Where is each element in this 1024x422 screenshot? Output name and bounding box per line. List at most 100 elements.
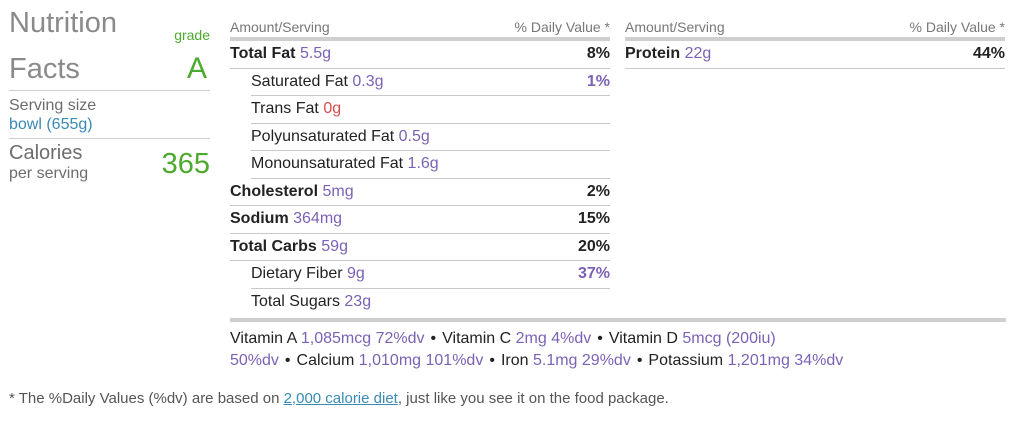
- column-header: Amount/Serving % Daily Value *: [625, 0, 1005, 37]
- vitamin-name: Potassium: [648, 352, 724, 369]
- calories-row: Calories per serving 365: [9, 142, 210, 183]
- nutrient-row: Saturated Fat 0.3g 1%: [251, 69, 610, 96]
- daily-value: 44%: [972, 45, 1005, 63]
- daily-value: 15%: [577, 210, 610, 228]
- nutrient-row: Dietary Fiber 9g 37%: [251, 261, 610, 289]
- amount-header: Amount/Serving: [230, 19, 330, 35]
- vitamin-name: Vitamin A: [230, 330, 297, 347]
- serving-size-value: bowl (655g): [9, 116, 93, 133]
- separator: •: [489, 352, 495, 369]
- vitamin-amount: 2mg: [515, 330, 547, 347]
- nutrient-cell: Trans Fat 0g: [251, 100, 341, 118]
- nutrient-row: Total Sugars 23g: [251, 289, 610, 317]
- vitamin-dv: 29%dv: [581, 352, 631, 369]
- nutrient-name: Sodium: [230, 210, 289, 228]
- nutrient-amount: 22g: [684, 45, 712, 63]
- vitamin-item: Calcium 1,010mg 101%dv: [297, 352, 484, 369]
- nutrient-cell: Total Fat 5.5g: [230, 45, 331, 63]
- nutrient-row: Total Fat 5.5g 8%: [230, 41, 610, 69]
- nutrient-name: Polyunsaturated Fat: [251, 127, 395, 145]
- vitamin-amount: 5mcg (200iu): [682, 330, 776, 347]
- nutrient-amount: 364mg: [293, 210, 343, 228]
- vitamin-amount: 1,201mg: [727, 352, 790, 369]
- nutrient-amount: 9g: [347, 265, 365, 283]
- separator: •: [430, 330, 437, 347]
- nutrient-name: Total Carbs: [230, 237, 317, 255]
- calories-value: 365: [161, 148, 210, 180]
- nutrient-name: Total Sugars: [251, 293, 340, 311]
- nutrient-amount: 59g: [321, 237, 348, 255]
- nutrient-amount: 0.3g: [352, 72, 384, 90]
- nutrient-list: Protein 22g 44%: [625, 41, 1005, 69]
- calorie-diet-link[interactable]: 2,000 calorie diet: [283, 390, 398, 407]
- amount-header: Amount/Serving: [625, 19, 725, 35]
- vitamin-item: Potassium 1,201mg 34%dv: [648, 352, 843, 369]
- nutrient-amount: 0g: [323, 100, 342, 118]
- calories-sub-label: per serving: [9, 165, 89, 182]
- nutrient-name: Total Fat: [230, 45, 296, 63]
- daily-value: 2%: [586, 182, 610, 200]
- nutrient-row: Monounsaturated Fat 1.6g: [251, 151, 610, 179]
- nutrient-cell: Polyunsaturated Fat 0.5g: [251, 128, 430, 146]
- vitamin-amount: 1,010mg: [358, 352, 422, 369]
- nutrient-row: Sodium 364mg 15%: [230, 206, 610, 234]
- page-title: Nutrition: [9, 7, 117, 39]
- nutrient-amount: 0.5g: [398, 127, 430, 145]
- nutrient-name: Monounsaturated Fat: [251, 155, 404, 173]
- nutrient-name: Protein: [625, 45, 681, 63]
- grade-value: A: [186, 52, 207, 85]
- nutrient-row: Trans Fat 0g: [251, 96, 610, 124]
- vitamin-item: Iron 5.1mg 29%dv: [501, 352, 631, 369]
- nutrient-cell: Protein 22g: [625, 45, 711, 63]
- vitamin-dv: 4%dv: [551, 330, 592, 347]
- title-row: Nutrition grade: [9, 6, 210, 52]
- vitamins-line: Vitamin A 1,085mcg 72%dv • Vitamin C 2mg 4…: [230, 328, 1006, 350]
- footnote-suffix: , just like you see it on the food packa…: [397, 390, 669, 407]
- header-bar: [625, 37, 1005, 41]
- daily-value: 1%: [586, 72, 610, 90]
- nutrient-amount: 23g: [344, 293, 372, 311]
- vitamin-item: Vitamin C 2mg 4%dv: [442, 330, 591, 347]
- vitamin-name: Iron: [500, 352, 529, 369]
- vitamin-amount: 1,085mcg: [300, 330, 372, 347]
- vitamins-section: Vitamin A 1,085mcg 72%dv • Vitamin C 2mg 4…: [230, 318, 1006, 372]
- summary-panel: Nutrition grade Facts A Serving size bow…: [9, 6, 210, 183]
- vitamin-name: Vitamin D: [608, 330, 678, 347]
- separator: •: [597, 330, 603, 347]
- vitamin-dv: 72%dv: [375, 330, 425, 347]
- nutrient-row: Protein 22g 44%: [625, 41, 1005, 69]
- footnote: * The %Daily Values (%dv) are based on 2…: [9, 390, 669, 407]
- vitamin-item: Vitamin D 5mcg (200iu): [609, 330, 776, 347]
- grade-label: grade: [174, 27, 210, 43]
- nutrient-row: Cholesterol 5mg 2%: [230, 179, 610, 206]
- daily-value: 20%: [577, 237, 610, 255]
- nutrient-name: Saturated Fat: [251, 72, 348, 90]
- column-header: Amount/Serving % Daily Value *: [230, 0, 610, 37]
- nutrients-column-right: Amount/Serving % Daily Value * Protein 2…: [625, 0, 1005, 69]
- separator: •: [636, 352, 643, 369]
- vitamin-dv: 50%dv: [230, 352, 279, 369]
- nutrient-cell: Total Carbs 59g: [230, 238, 348, 256]
- serving-size-label: Serving size: [9, 97, 97, 114]
- nutrient-cell: Total Sugars 23g: [251, 293, 371, 311]
- vitamins-line: 50%dv • Calcium 1,010mg 101%dv • Iron 5.1mg …: [230, 350, 1006, 372]
- nutrient-amount: 1.6g: [407, 155, 439, 173]
- vitamin-name: Calcium: [296, 352, 355, 369]
- vitamins-bar: [230, 318, 1006, 322]
- nutrient-name: Dietary Fiber: [251, 265, 343, 283]
- nutrient-row: Polyunsaturated Fat 0.5g: [251, 124, 610, 151]
- nutrient-name: Trans Fat: [251, 100, 319, 118]
- nutrient-cell: Cholesterol 5mg: [230, 183, 354, 201]
- page-title-line2: Facts: [9, 53, 80, 85]
- nutrient-list: Total Fat 5.5g 8% Saturated Fat 0.3g 1% Tran…: [230, 41, 610, 316]
- divider: [9, 90, 210, 91]
- nutrients-column-left: Amount/Serving % Daily Value * Total Fat…: [230, 0, 610, 316]
- daily-value: 37%: [577, 265, 610, 283]
- vitamin-amount: 5.1mg: [532, 352, 578, 369]
- calories-label: Calories: [9, 142, 83, 164]
- daily-value-header: % Daily Value *: [909, 19, 1005, 35]
- nutrient-cell: Dietary Fiber 9g: [251, 265, 365, 283]
- nutrient-name: Cholesterol: [230, 182, 319, 200]
- vitamin-dv: 101%dv: [425, 352, 484, 369]
- nutrient-amount: 5mg: [322, 182, 354, 200]
